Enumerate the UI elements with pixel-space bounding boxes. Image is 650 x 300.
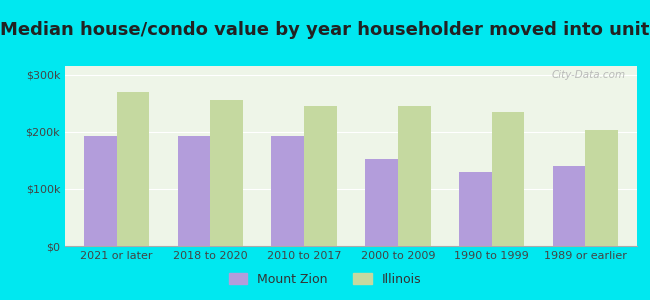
Bar [398, 106, 431, 246]
Bar [116, 92, 150, 246]
Bar [177, 136, 211, 246]
Bar [84, 136, 116, 246]
Bar [271, 136, 304, 246]
Bar [365, 159, 398, 246]
Bar [459, 172, 491, 246]
Bar [586, 130, 618, 246]
Bar [491, 112, 525, 246]
Bar [211, 100, 243, 246]
Bar [304, 106, 337, 246]
Bar [552, 166, 586, 246]
Text: Median house/condo value by year householder moved into unit: Median house/condo value by year househo… [0, 21, 650, 39]
Text: City-Data.com: City-Data.com [551, 70, 625, 80]
Legend: Mount Zion, Illinois: Mount Zion, Illinois [224, 268, 426, 291]
